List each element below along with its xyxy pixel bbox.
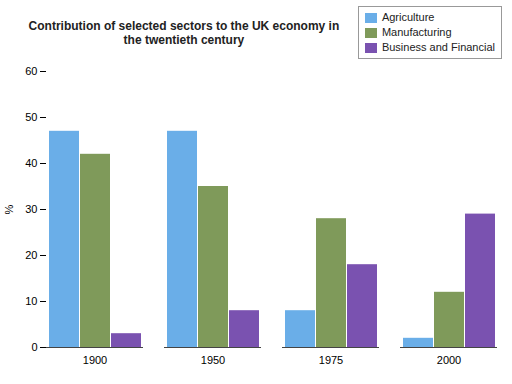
svg-text:30: 30 (25, 203, 37, 215)
html-text:Manufacturing: Manufacturing (381, 26, 452, 38)
html-text:Contribution of selected secto: Contribution of selected sectors to the … (28, 18, 340, 47)
svg-text:0: 0 (31, 341, 37, 353)
svg-text:20: 20 (25, 249, 37, 261)
svg-text:1950: 1950 (201, 354, 225, 366)
html-text:Business and Financial: Business and Financial (381, 41, 495, 53)
svg-text:40: 40 (25, 157, 37, 169)
svg-text:1900: 1900 (83, 354, 107, 366)
svg-text:50: 50 (25, 111, 37, 123)
svg-text:1975: 1975 (319, 354, 343, 366)
svg-text:10: 10 (25, 295, 37, 307)
svg-text:2000: 2000 (437, 354, 461, 366)
html-text:Agriculture: Agriculture (381, 11, 435, 23)
svg-text:60: 60 (25, 65, 37, 77)
svg-text:%: % (3, 204, 15, 214)
